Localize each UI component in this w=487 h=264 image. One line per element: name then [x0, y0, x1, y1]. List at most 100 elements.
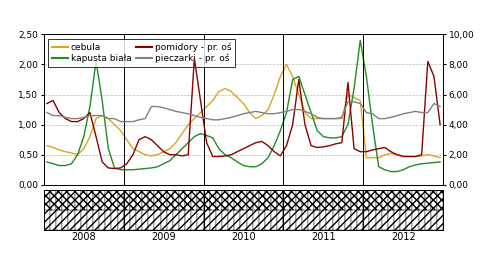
Bar — [308, 190, 314, 210]
Bar — [93, 210, 99, 230]
Bar — [339, 210, 345, 230]
Bar — [363, 190, 370, 210]
Bar — [259, 210, 265, 230]
Bar — [112, 190, 117, 210]
Bar — [142, 210, 148, 230]
Bar — [412, 210, 419, 230]
Bar — [62, 210, 68, 230]
Bar — [191, 190, 197, 210]
Bar — [216, 210, 222, 230]
Bar — [302, 190, 308, 210]
Bar — [105, 210, 112, 230]
Bar — [222, 190, 228, 210]
Bar — [437, 190, 443, 210]
Bar — [56, 190, 62, 210]
Bar — [333, 190, 339, 210]
Bar — [370, 190, 375, 210]
Bar — [296, 190, 302, 210]
Bar — [179, 210, 185, 230]
Bar — [314, 190, 320, 210]
Bar — [382, 210, 388, 230]
Bar — [136, 190, 142, 210]
Bar — [50, 210, 56, 230]
Legend: cebula, kapusta biała, pomidory - pr. oś, pieczarki - pr. oś: cebula, kapusta biała, pomidory - pr. oś… — [48, 39, 235, 67]
Bar — [419, 190, 425, 210]
Bar — [130, 210, 136, 230]
Bar — [154, 210, 161, 230]
Bar — [412, 190, 419, 210]
Bar — [112, 210, 117, 230]
Bar — [142, 190, 148, 210]
Bar — [197, 210, 204, 230]
Bar — [81, 210, 87, 230]
Bar — [431, 190, 437, 210]
Bar — [179, 190, 185, 210]
Bar — [308, 210, 314, 230]
Bar — [375, 190, 382, 210]
Bar — [419, 210, 425, 230]
Bar — [290, 190, 296, 210]
Bar — [400, 190, 406, 210]
Bar — [345, 210, 351, 230]
Bar — [197, 190, 204, 210]
Bar — [326, 210, 333, 230]
Bar — [167, 210, 173, 230]
Bar — [375, 210, 382, 230]
Bar — [210, 210, 216, 230]
Bar — [357, 190, 363, 210]
Bar — [357, 210, 363, 230]
Bar — [81, 190, 87, 210]
Bar — [406, 210, 412, 230]
Bar — [56, 210, 62, 230]
Bar — [204, 190, 210, 210]
Bar — [241, 210, 246, 230]
Bar — [253, 190, 259, 210]
Bar — [148, 190, 154, 210]
Bar — [425, 190, 431, 210]
Bar — [271, 190, 277, 210]
Bar — [265, 210, 271, 230]
Bar — [277, 190, 283, 210]
Bar — [400, 210, 406, 230]
Bar — [44, 210, 50, 230]
Bar — [320, 190, 326, 210]
Bar — [246, 210, 253, 230]
Bar — [253, 210, 259, 230]
Bar — [431, 210, 437, 230]
Bar — [222, 210, 228, 230]
Bar — [124, 210, 130, 230]
Bar — [333, 210, 339, 230]
Bar — [148, 210, 154, 230]
Bar — [117, 190, 124, 210]
Bar — [191, 210, 197, 230]
Bar — [425, 210, 431, 230]
Bar — [75, 210, 81, 230]
Bar — [99, 190, 105, 210]
Bar — [105, 190, 112, 210]
Bar — [351, 210, 357, 230]
Bar — [161, 190, 167, 210]
Bar — [290, 210, 296, 230]
Bar — [210, 190, 216, 210]
Bar — [234, 190, 241, 210]
Bar — [277, 210, 283, 230]
Bar — [246, 190, 253, 210]
Bar — [345, 190, 351, 210]
Bar — [283, 210, 290, 230]
Bar — [314, 210, 320, 230]
Bar — [204, 210, 210, 230]
Bar — [161, 210, 167, 230]
Bar — [173, 190, 179, 210]
Bar — [351, 190, 357, 210]
Bar — [394, 210, 400, 230]
Bar — [154, 190, 161, 210]
Bar — [320, 210, 326, 230]
Bar — [234, 210, 241, 230]
Bar — [228, 210, 234, 230]
Bar — [185, 190, 191, 210]
Bar — [173, 210, 179, 230]
Bar — [62, 190, 68, 210]
Bar — [388, 210, 394, 230]
Bar — [44, 190, 50, 210]
Bar — [93, 190, 99, 210]
